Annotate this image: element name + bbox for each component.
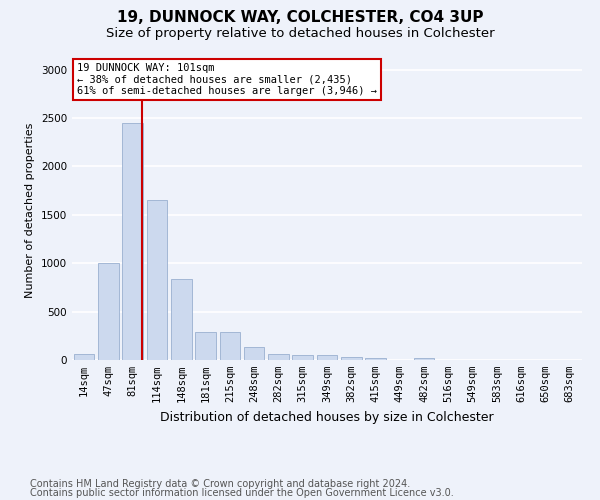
Bar	[74, 354, 94, 360]
Text: Contains public sector information licensed under the Open Government Licence v3: Contains public sector information licen…	[30, 488, 454, 498]
Bar	[317, 354, 337, 360]
Bar	[292, 354, 313, 360]
Text: 19 DUNNOCK WAY: 101sqm
← 38% of detached houses are smaller (2,435)
61% of semi-: 19 DUNNOCK WAY: 101sqm ← 38% of detached…	[77, 63, 377, 96]
Y-axis label: Number of detached properties: Number of detached properties	[25, 122, 35, 298]
Bar	[341, 357, 362, 360]
Text: 19, DUNNOCK WAY, COLCHESTER, CO4 3UP: 19, DUNNOCK WAY, COLCHESTER, CO4 3UP	[117, 10, 483, 25]
Bar	[268, 354, 289, 360]
Bar	[122, 123, 143, 360]
Bar	[220, 332, 240, 360]
Text: Contains HM Land Registry data © Crown copyright and database right 2024.: Contains HM Land Registry data © Crown c…	[30, 479, 410, 489]
Bar	[98, 263, 119, 360]
Bar	[244, 348, 265, 360]
Bar	[195, 332, 216, 360]
Bar	[146, 200, 167, 360]
Bar	[365, 358, 386, 360]
X-axis label: Distribution of detached houses by size in Colchester: Distribution of detached houses by size …	[160, 410, 494, 424]
Bar	[414, 358, 434, 360]
Text: Size of property relative to detached houses in Colchester: Size of property relative to detached ho…	[106, 28, 494, 40]
Bar	[171, 278, 191, 360]
